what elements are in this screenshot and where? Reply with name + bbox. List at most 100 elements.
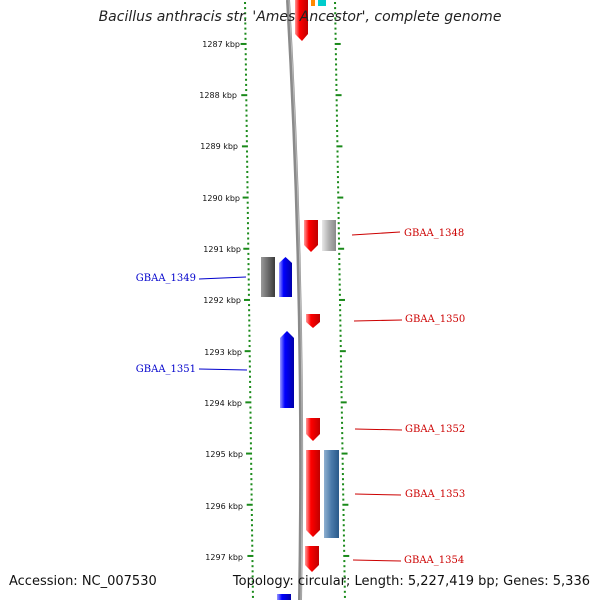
ruler-tick: [335, 68, 338, 71]
gene-label-gbaa-1349[interactable]: GBAA_1349: [136, 273, 196, 284]
gene-gbaa-1354[interactable]: [305, 546, 319, 572]
ruler-tick: [247, 227, 250, 230]
ruler-tick: [341, 457, 344, 460]
ruler-tick: [336, 160, 339, 163]
steel-feature-right: [324, 450, 339, 538]
ruler-tick: [250, 508, 253, 511]
ruler-tick: [340, 406, 343, 409]
kbp-labels: 1287 kbp 1288 kbp 1289 kbp 1290 kbp 1291…: [199, 40, 243, 562]
ruler-tick: [342, 493, 345, 496]
ruler-tick: [246, 201, 249, 204]
ruler-tick: [250, 483, 253, 486]
ruler-tick: [246, 150, 249, 153]
ruler-tick: [334, 48, 337, 51]
ruler-tick: [338, 263, 341, 266]
gene-gbaa-1349[interactable]: [279, 257, 292, 297]
ruler-tick: [248, 339, 251, 342]
ruler-tick: [249, 432, 252, 435]
ruler-tick: [339, 304, 342, 307]
ruler-tick: [245, 119, 248, 122]
ruler-tick: [245, 140, 248, 143]
ruler-tick: [249, 411, 252, 414]
kbp-label: 1293 kbp: [204, 348, 242, 357]
ruler-tick: [245, 104, 248, 107]
gene-gbaa-1348[interactable]: [304, 220, 318, 252]
ruler-tick: [339, 329, 342, 332]
ruler-tick: [245, 99, 248, 102]
ruler-tick: [335, 114, 338, 117]
gene-label-gbaa-1353[interactable]: GBAA_1353: [405, 489, 465, 500]
ruler-tick: [342, 508, 345, 511]
ruler-tick: [341, 442, 344, 445]
ruler-tick: [247, 252, 250, 255]
ruler-tick: [250, 514, 253, 516]
ruler-tick: [339, 355, 342, 358]
ruler-tick: [334, 32, 337, 35]
ruler-tick: [342, 524, 345, 527]
ruler-tick: [251, 590, 254, 593]
ruler-tick: [342, 519, 345, 522]
ruler-tick: [341, 462, 344, 465]
ruler-tick: [336, 130, 339, 132]
kbp-label: 1287 kbp: [202, 40, 240, 49]
gene-gbaa-1352[interactable]: [306, 418, 320, 441]
ruler-tick: [335, 73, 338, 76]
ruler-tick: [249, 380, 252, 383]
kbp-label: 1288 kbp: [199, 91, 237, 100]
gene-label-gbaa-1350[interactable]: GBAA_1350: [405, 314, 465, 325]
gene-label-gbaa-1351[interactable]: GBAA_1351: [136, 364, 196, 375]
ruler-tick: [246, 222, 249, 225]
ruler-tick: [251, 575, 254, 578]
ruler-tick: [336, 145, 343, 148]
ruler-tick: [339, 350, 346, 353]
ruler-tick: [338, 288, 341, 291]
ruler-tick: [343, 544, 346, 547]
ruler-tick: [246, 452, 253, 455]
ruler-tick: [246, 186, 249, 189]
ruler-tick: [336, 124, 339, 127]
ruler-tick: [247, 263, 250, 266]
gene-gbaa-1353[interactable]: [306, 450, 320, 537]
ruler-tick: [335, 78, 338, 81]
ruler-tick: [244, 7, 247, 10]
ruler-tick: [334, 22, 337, 25]
ruler-tick: [244, 12, 247, 15]
ruler-tick: [244, 27, 247, 30]
ruler-tick: [246, 217, 249, 220]
ruler-tick: [245, 130, 248, 132]
kbp-label: 1295 kbp: [205, 450, 243, 459]
ruler-tick: [251, 570, 254, 573]
gene-label-gbaa-1352[interactable]: GBAA_1352: [405, 424, 465, 435]
ruler-tick: [338, 273, 341, 276]
ruler-tick: [244, 2, 247, 4]
ruler-tick: [343, 554, 350, 557]
ruler-tick: [249, 396, 252, 399]
ruler-tick: [250, 473, 253, 476]
ruler-tick: [342, 539, 345, 542]
ruler-tick: [336, 170, 339, 173]
ruler-tick: [335, 94, 342, 97]
ruler-tick: [343, 565, 346, 568]
ruler-tick: [340, 411, 343, 414]
ruler-tick: [251, 544, 254, 547]
ruler-tick: [248, 370, 251, 373]
kbp-label: 1291 kbp: [203, 245, 241, 254]
ruler-tick: [336, 176, 339, 179]
ruler-tick: [244, 53, 247, 56]
top-cyan-feature: [318, 0, 326, 6]
ruler-tick: [341, 447, 344, 450]
gene-label-gbaa-1354[interactable]: GBAA_1354: [404, 555, 464, 566]
ruler-tick: [337, 206, 340, 209]
ruler-tick: [338, 242, 341, 245]
gene-gbaa-1351[interactable]: [280, 331, 294, 408]
ruler-tick: [249, 442, 252, 445]
gene-label-gbaa-1348[interactable]: GBAA_1348: [404, 228, 464, 239]
ruler-tick: [249, 421, 252, 424]
ruler-tick: [244, 58, 247, 61]
ruler-right: [334, 2, 350, 598]
ruler-tick: [337, 186, 340, 189]
ruler-tick: [249, 447, 252, 450]
ruler-tick: [335, 109, 338, 112]
gene-gbaa-1350[interactable]: [306, 314, 320, 328]
